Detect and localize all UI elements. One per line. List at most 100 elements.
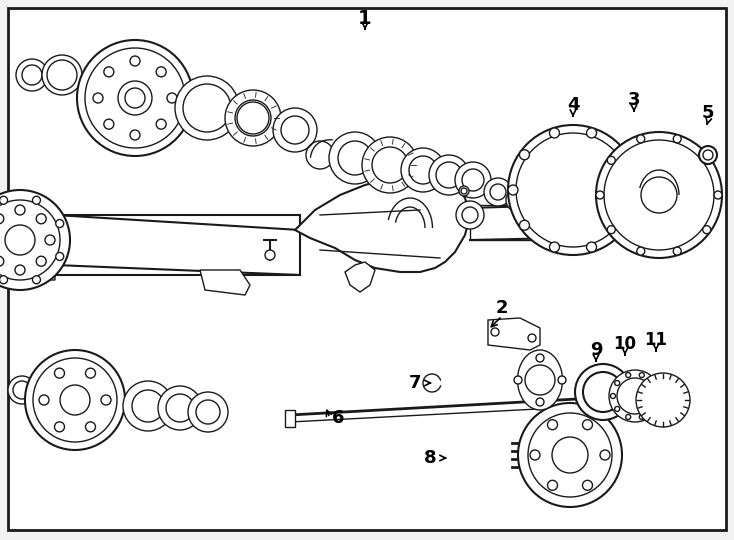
Circle shape	[409, 156, 437, 184]
Circle shape	[93, 93, 103, 103]
Circle shape	[484, 178, 512, 206]
Bar	[285, 410, 295, 427]
Circle shape	[520, 150, 529, 160]
Circle shape	[183, 84, 231, 132]
Circle shape	[56, 253, 64, 260]
Circle shape	[625, 414, 631, 420]
Circle shape	[0, 276, 7, 284]
Circle shape	[586, 242, 597, 252]
Text: 2: 2	[495, 299, 508, 317]
Circle shape	[558, 376, 566, 384]
Circle shape	[167, 93, 177, 103]
Circle shape	[132, 390, 164, 422]
Polygon shape	[345, 262, 375, 292]
Polygon shape	[488, 318, 540, 350]
Circle shape	[16, 59, 48, 91]
Circle shape	[462, 169, 484, 191]
Circle shape	[459, 186, 469, 196]
Circle shape	[528, 334, 536, 342]
Circle shape	[650, 407, 655, 411]
Circle shape	[329, 132, 381, 184]
Circle shape	[586, 128, 597, 138]
Circle shape	[639, 376, 687, 424]
Circle shape	[552, 437, 588, 473]
Circle shape	[281, 116, 309, 144]
Circle shape	[225, 90, 281, 146]
Text: 9: 9	[589, 341, 603, 359]
Circle shape	[611, 394, 616, 399]
Circle shape	[548, 420, 558, 430]
Circle shape	[188, 392, 228, 432]
Circle shape	[8, 376, 36, 404]
Circle shape	[575, 364, 631, 420]
Bar	[470, 205, 565, 240]
Circle shape	[436, 162, 462, 188]
Text: 1: 1	[358, 9, 372, 28]
Circle shape	[607, 226, 615, 234]
Circle shape	[175, 76, 239, 140]
Circle shape	[536, 354, 544, 362]
Circle shape	[85, 422, 95, 432]
Circle shape	[54, 368, 65, 378]
Circle shape	[101, 395, 111, 405]
Circle shape	[614, 407, 619, 411]
Circle shape	[628, 185, 638, 195]
Circle shape	[508, 125, 638, 255]
Circle shape	[265, 250, 275, 260]
Circle shape	[0, 190, 70, 290]
Bar	[55, 215, 300, 275]
Circle shape	[156, 67, 166, 77]
Text: 8: 8	[424, 449, 436, 467]
Circle shape	[518, 403, 622, 507]
Circle shape	[617, 150, 627, 160]
Circle shape	[22, 65, 42, 85]
Circle shape	[625, 373, 631, 377]
Circle shape	[516, 133, 630, 247]
Circle shape	[156, 119, 166, 129]
Circle shape	[45, 235, 55, 245]
Circle shape	[536, 398, 544, 406]
Circle shape	[130, 130, 140, 140]
Circle shape	[36, 214, 46, 224]
Circle shape	[0, 214, 4, 224]
Text: 11: 11	[644, 331, 667, 349]
Circle shape	[508, 185, 518, 195]
Circle shape	[491, 328, 499, 336]
Circle shape	[130, 56, 140, 66]
Circle shape	[60, 385, 90, 415]
Text: 7: 7	[409, 374, 421, 392]
Circle shape	[639, 373, 644, 377]
Circle shape	[5, 225, 35, 255]
Circle shape	[596, 191, 604, 199]
Circle shape	[514, 376, 522, 384]
Circle shape	[166, 394, 194, 422]
Circle shape	[42, 55, 82, 95]
Circle shape	[25, 350, 125, 450]
Circle shape	[506, 188, 530, 212]
Text: 5: 5	[702, 104, 714, 122]
Circle shape	[607, 156, 615, 164]
Circle shape	[528, 413, 612, 497]
Circle shape	[609, 370, 661, 422]
Circle shape	[550, 128, 559, 138]
Text: 6: 6	[332, 409, 344, 427]
Circle shape	[338, 141, 372, 175]
Circle shape	[703, 150, 713, 160]
Circle shape	[583, 372, 623, 412]
Circle shape	[183, 84, 231, 132]
Circle shape	[583, 480, 592, 490]
Polygon shape	[15, 200, 55, 280]
Circle shape	[103, 67, 114, 77]
Circle shape	[429, 155, 469, 195]
Polygon shape	[295, 175, 470, 272]
Circle shape	[525, 365, 555, 395]
Circle shape	[637, 247, 644, 255]
Circle shape	[641, 177, 677, 213]
Circle shape	[699, 146, 717, 164]
Circle shape	[123, 381, 173, 431]
Text: 4: 4	[567, 96, 579, 114]
Circle shape	[118, 81, 152, 115]
Circle shape	[639, 414, 644, 420]
Circle shape	[372, 147, 408, 183]
Circle shape	[455, 162, 491, 198]
